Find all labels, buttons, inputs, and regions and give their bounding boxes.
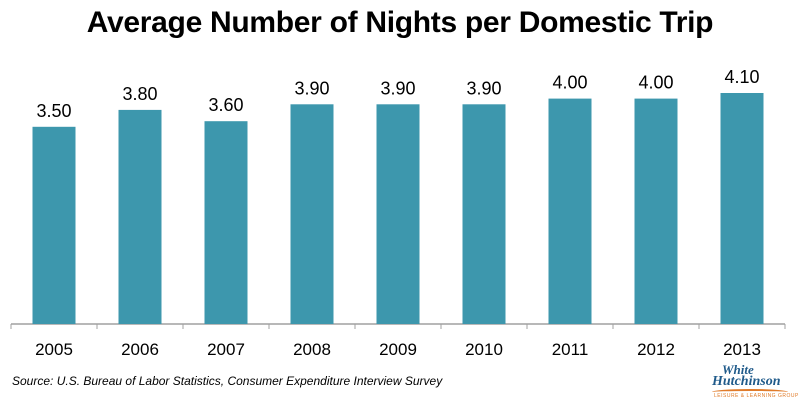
white-hutchinson-logo: White Hutchinson LEISURE & LEARNING GROU… <box>712 362 798 406</box>
bar-2010 <box>462 104 506 324</box>
bar-2007 <box>204 121 248 324</box>
value-label-2009: 3.90 <box>380 78 415 98</box>
value-label-2008: 3.90 <box>294 78 329 98</box>
x-tick-label-2010: 2010 <box>465 340 503 359</box>
bar-2011 <box>548 98 592 324</box>
bar-2013 <box>720 93 764 324</box>
x-tick-label-2006: 2006 <box>121 340 159 359</box>
x-tick-label-2005: 2005 <box>35 340 73 359</box>
x-tick-label-2008: 2008 <box>293 340 331 359</box>
x-tick-label-2011: 2011 <box>552 340 589 359</box>
bar-2009 <box>376 104 420 324</box>
source-note: Source: U.S. Bureau of Labor Statistics,… <box>12 374 443 388</box>
value-label-2011: 4.00 <box>552 73 587 93</box>
bar-2005 <box>32 126 76 324</box>
value-label-2010: 3.90 <box>466 78 501 98</box>
logo-line-2: Hutchinson <box>712 374 781 389</box>
bar-2006 <box>118 109 162 325</box>
bars-layer: 3.50 2005 3.80 2006 3.60 2007 3.90 2008 3.90 2009… <box>10 67 786 359</box>
logo-line-1: White <box>722 362 754 377</box>
value-label-2012: 4.00 <box>638 73 673 93</box>
value-label-2013: 4.10 <box>724 67 759 87</box>
bar-2012 <box>634 98 678 324</box>
value-label-2005: 3.50 <box>36 101 71 121</box>
x-tick-label-2012: 2012 <box>637 340 675 359</box>
bar-2008 <box>290 104 334 324</box>
value-label-2006: 3.80 <box>122 84 157 104</box>
x-tick-label-2013: 2013 <box>723 340 761 359</box>
logo-swoosh <box>712 389 788 395</box>
logo-tagline: LEISURE & LEARNING GROUP <box>714 393 799 399</box>
x-tick-label-2007: 2007 <box>207 340 245 359</box>
x-tick-label-2009: 2009 <box>379 340 417 359</box>
value-label-2007: 3.60 <box>208 95 243 115</box>
chart-title: Average Number of Nights per Domestic Tr… <box>86 6 714 39</box>
